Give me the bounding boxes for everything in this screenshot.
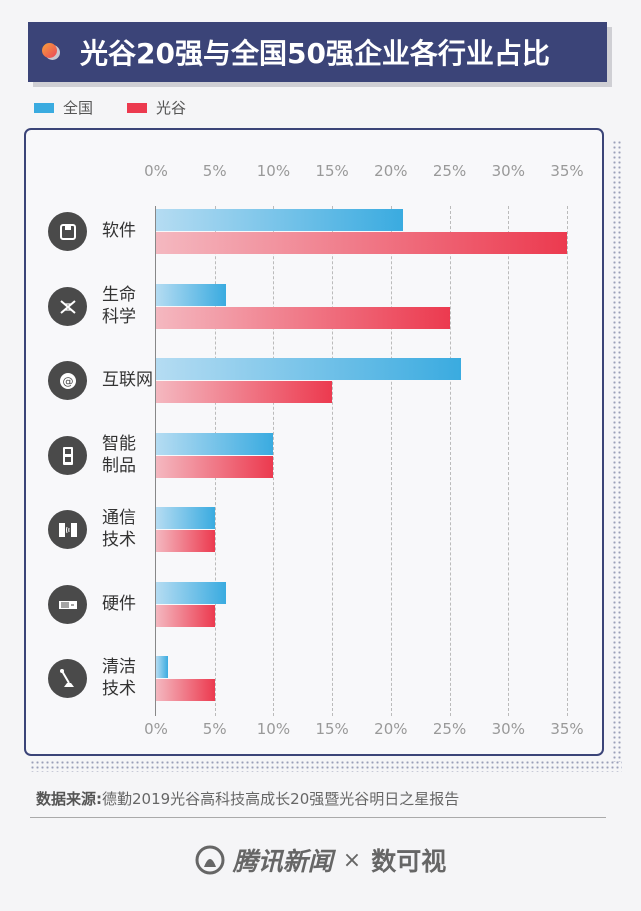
decorative-dots	[612, 140, 622, 762]
x-tick-label-top: 25%	[432, 162, 467, 180]
x-tick-label-bottom: 10%	[256, 720, 291, 738]
data-source: 数据来源:德勤2019光谷高科技高成长20强暨光谷明日之星报告	[36, 788, 459, 809]
bar-national	[156, 358, 462, 380]
bar-optics-valley	[156, 232, 567, 254]
grid-line	[508, 206, 510, 716]
x-tick-label-bottom: 0%	[144, 720, 168, 738]
bar-national	[156, 507, 215, 529]
category-label: 清洁 技术	[102, 657, 136, 699]
grid-line	[390, 206, 392, 716]
x-tick-label-top: 10%	[256, 162, 291, 180]
at-sign-icon: @	[48, 361, 87, 400]
x-tick-label-top: 0%	[144, 162, 168, 180]
source-text: 德勤2019光谷高科技高成长20强暨光谷明日之星报告	[102, 790, 460, 808]
legend-swatch-red	[127, 102, 148, 113]
decorative-dots	[30, 760, 622, 772]
svg-text:@: @	[62, 375, 73, 388]
category-label: 硬件	[102, 594, 136, 614]
bar-national	[156, 582, 227, 604]
smart-device-icon	[48, 436, 87, 475]
bar-optics-valley	[156, 679, 215, 701]
category-label: 智能 制品	[102, 434, 136, 476]
bar-optics-valley	[156, 456, 274, 478]
legend-item-national: 全国	[34, 97, 93, 118]
category-label: 互联网	[102, 370, 153, 390]
hardware-board-icon	[48, 585, 87, 624]
grid-line	[273, 206, 275, 716]
grid-line	[567, 206, 568, 716]
x-tick-label-bottom: 5%	[202, 720, 227, 738]
category-label: 软件	[102, 221, 136, 241]
x-tick-label-top: 5%	[202, 162, 227, 180]
legend-item-optics-valley: 光谷	[127, 97, 186, 118]
x-tick-label-top: 35%	[550, 162, 584, 180]
x-tick-label-top: 15%	[315, 162, 349, 180]
bar-optics-valley	[156, 605, 215, 627]
brand-separator: ×	[342, 847, 362, 873]
grid-line	[449, 206, 451, 716]
chart-title: 光谷20强与全国50强企业各行业占比	[80, 37, 550, 70]
x-tick-label-top: 20%	[374, 162, 408, 180]
bar-optics-valley	[156, 381, 333, 403]
bar-national	[156, 209, 403, 231]
title-bullet-icon	[42, 43, 60, 61]
source-label: 数据来源:	[36, 790, 102, 808]
grid-line	[332, 206, 334, 716]
legend-label: 光谷	[156, 99, 187, 117]
bar-optics-valley	[156, 530, 215, 552]
x-tick-label-bottom: 30%	[491, 720, 525, 738]
bar-national	[156, 656, 168, 678]
x-tick-label-bottom: 20%	[374, 720, 408, 738]
title-bar: 光谷20强与全国50强企业各行业占比	[28, 22, 607, 82]
x-tick-label-bottom: 35%	[550, 720, 584, 738]
phones-signal-icon	[48, 510, 87, 549]
bar-national	[156, 433, 274, 455]
legend-swatch-blue	[34, 102, 54, 113]
brand-tencent-news: 腾讯新闻	[232, 847, 333, 876]
legend: 全国 光谷	[34, 97, 220, 118]
microphone-stand-icon	[48, 659, 87, 698]
category-label: 通信 技术	[102, 508, 136, 550]
x-tick-label-top: 30%	[491, 162, 525, 180]
x-tick-label-bottom: 15%	[315, 720, 349, 738]
x-tick-label-bottom: 25%	[432, 720, 467, 738]
tencent-news-logo-icon	[195, 845, 225, 875]
bar-optics-valley	[156, 307, 450, 329]
brand-shukeshi: 数可视	[371, 847, 447, 876]
y-axis-line	[155, 206, 156, 716]
legend-label: 全国	[63, 99, 94, 117]
floppy-disk-icon	[48, 212, 87, 251]
divider	[30, 817, 606, 818]
bar-national	[156, 284, 227, 306]
footer-brands: 腾讯新闻 × 数可视	[0, 842, 641, 878]
dna-icon	[48, 287, 87, 326]
category-label: 生命 科学	[102, 285, 136, 327]
